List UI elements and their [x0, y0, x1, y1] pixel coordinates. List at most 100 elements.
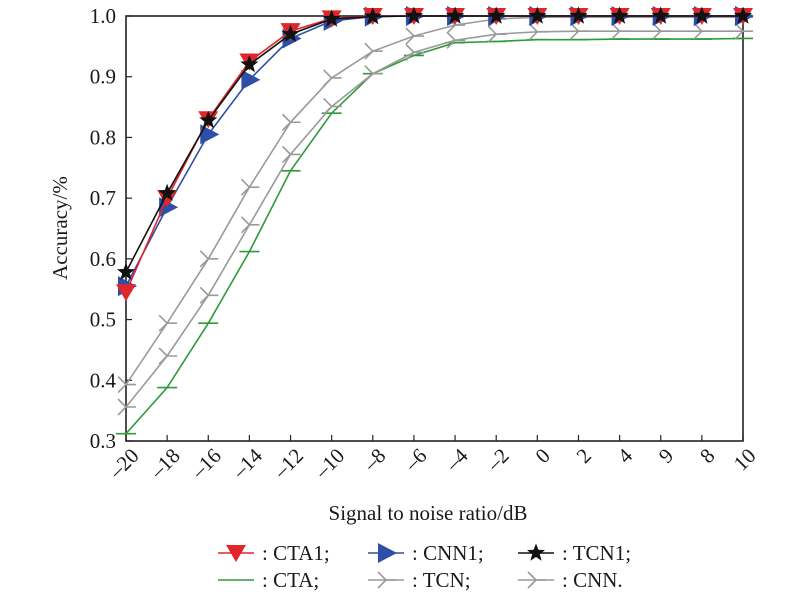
- data-point-tcn: [158, 314, 178, 332]
- data-point-cta1: [116, 284, 136, 302]
- data-point-tcn: [240, 178, 260, 196]
- x-tick-label: –12: [268, 444, 308, 484]
- legend-item-cnn: : CNN.: [518, 568, 623, 592]
- data-point-cnn: [487, 25, 507, 43]
- series-cnn1: [118, 6, 754, 297]
- legend-marker-cnn1: [378, 543, 397, 563]
- legend-label-tcn1: : TCN1;: [562, 541, 631, 565]
- series-cnn: [117, 22, 753, 416]
- data-point-tcn1: [404, 6, 423, 24]
- data-point-cnn: [240, 216, 260, 234]
- data-point-tcn: [117, 375, 136, 394]
- data-point-cnn1: [159, 197, 179, 218]
- legend-item-tcn: : TCN;: [368, 568, 471, 592]
- y-tick-label: 0.6: [90, 247, 116, 271]
- data-point-tcn: [323, 69, 342, 87]
- data-point-tcn1: [117, 262, 135, 280]
- data-point-tcn1: [363, 7, 382, 25]
- y-axis-title: Accuracy/%: [48, 176, 72, 280]
- data-point-cnn: [693, 22, 712, 40]
- legend-label-cnn: : CNN.: [562, 568, 623, 592]
- data-point-cnn: [323, 97, 342, 116]
- data-point-cnn: [446, 31, 466, 49]
- legend-item-cnn1: : CNN1;: [368, 541, 484, 565]
- series-tcn1: [117, 6, 752, 280]
- data-point-cnn: [405, 43, 424, 61]
- x-tick-label: 9: [654, 444, 678, 468]
- legend-item-tcn1: : TCN1;: [518, 541, 631, 565]
- data-point-tcn1: [734, 6, 752, 24]
- data-point-cnn: [117, 398, 136, 416]
- data-point-cnn1: [241, 69, 261, 90]
- series-line-tcn: [125, 16, 743, 385]
- data-point-tcn1: [199, 110, 218, 129]
- data-point-cnn: [652, 22, 671, 40]
- data-point-tcn1: [446, 6, 465, 24]
- y-tick-label: 1.0: [90, 4, 116, 28]
- data-point-tcn: [281, 113, 301, 131]
- legend-marker-cnn: [527, 571, 546, 589]
- legend-marker-cta1: [226, 545, 246, 562]
- series-line-cnn: [125, 30, 743, 408]
- x-tick-label: –18: [145, 444, 185, 484]
- x-tick-label: –10: [309, 444, 349, 484]
- x-axis-title: Signal to noise ratio/dB: [329, 501, 528, 525]
- x-tick-label: –6: [399, 444, 432, 477]
- data-point-cta1: [157, 190, 178, 208]
- data-point-tcn1: [240, 55, 259, 73]
- legend-item-cta: : CTA;: [218, 568, 319, 592]
- legend-label-cta1: : CTA1;: [262, 541, 330, 565]
- x-tick-label: –16: [186, 444, 226, 484]
- legend: : CTA1; : CNN1; : TCN1; : CTA; : TCN; : CNN.: [218, 541, 631, 592]
- data-point-tcn1: [692, 6, 711, 24]
- y-tick-label: 0.3: [90, 429, 116, 453]
- y-tick-label: 0.8: [90, 125, 116, 149]
- x-tick-label: –8: [358, 444, 391, 477]
- data-point-tcn: [199, 250, 219, 268]
- plot-frame: [125, 15, 744, 442]
- y-tick-label: 0.4: [90, 368, 117, 392]
- series-tcn: [117, 8, 753, 394]
- data-point-tcn1: [281, 24, 300, 42]
- data-point-tcn1: [158, 183, 177, 201]
- x-tick-label: 2: [572, 444, 596, 468]
- y-tick-label: 0.9: [90, 65, 116, 89]
- series-line-cnn1: [125, 15, 743, 287]
- series-line-cta1: [125, 15, 743, 293]
- series-cta: [116, 37, 753, 435]
- series-line-tcn1: [125, 15, 743, 273]
- series-cta1: [116, 8, 753, 302]
- legend-marker-tcn1: [527, 543, 545, 561]
- series-layer: [116, 6, 754, 435]
- legend-label-tcn: : TCN;: [412, 568, 471, 592]
- data-point-cnn: [158, 347, 178, 365]
- x-tick-label: –4: [440, 443, 473, 476]
- series-line-cta: [125, 37, 744, 435]
- legend-label-cnn1: : CNN1;: [412, 541, 484, 565]
- data-point-cnn1: [200, 124, 220, 145]
- x-tick-label: 8: [695, 444, 719, 468]
- data-point-cnn: [611, 22, 630, 40]
- data-point-tcn: [405, 27, 424, 45]
- data-point-tcn1: [528, 6, 547, 24]
- data-point-tcn: [364, 42, 383, 60]
- x-tick-label: –2: [481, 444, 514, 477]
- legend-item-cta1: : CTA1;: [218, 541, 330, 565]
- data-point-cnn: [734, 22, 753, 40]
- data-point-cnn: [199, 286, 219, 304]
- y-tick-label: 0.7: [90, 186, 116, 210]
- data-point-cnn: [281, 145, 301, 163]
- plot-border: [125, 15, 744, 442]
- data-point-cnn: [364, 65, 383, 83]
- data-point-tcn1: [610, 6, 629, 24]
- x-axis: –20 –18 –16 –14 –12 –10 –8 –6 –4 –2 0 2 4 9 8 10: [104, 435, 761, 484]
- x-tick-label: –14: [227, 443, 267, 483]
- y-axis: 0.3 0.4 0.5 0.6 0.7 0.8 0.9 1.0: [90, 4, 132, 453]
- data-point-tcn1: [651, 6, 670, 24]
- legend-marker-tcn: [377, 571, 396, 589]
- x-tick-label: 4: [613, 443, 638, 468]
- data-point-tcn1: [487, 6, 506, 24]
- data-point-tcn1: [322, 9, 341, 27]
- x-tick-label: 10: [729, 444, 761, 476]
